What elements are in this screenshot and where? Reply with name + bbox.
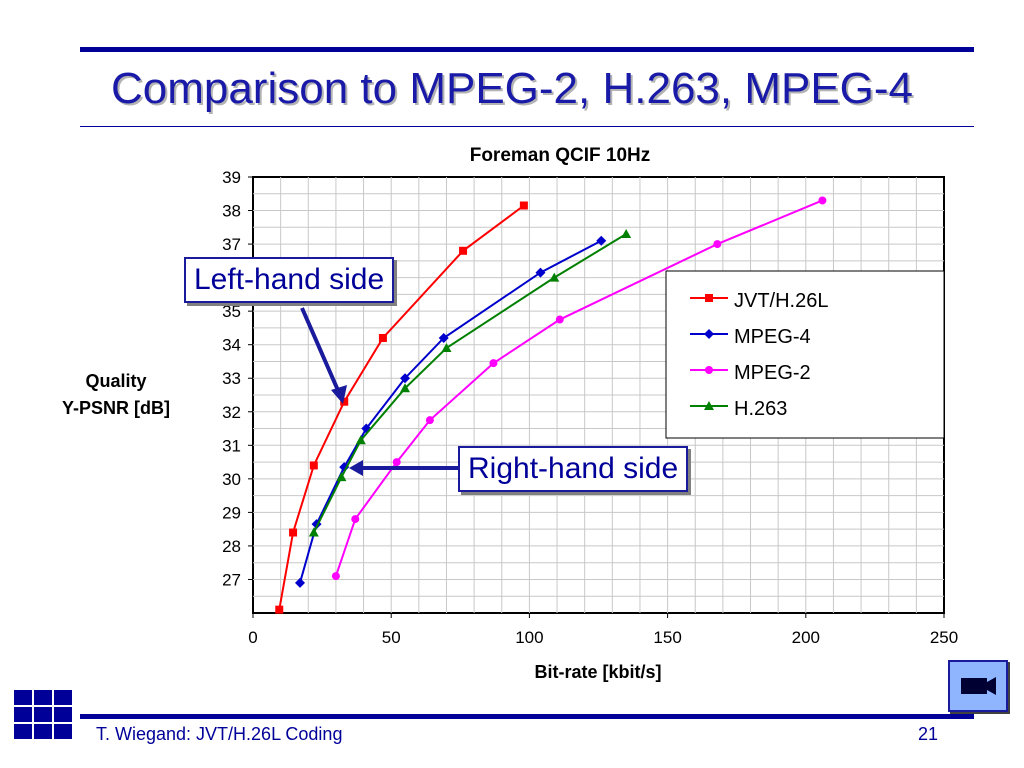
y-axis-label-line-1: Quality: [85, 371, 146, 391]
legend-marker-mpeg-2: [705, 366, 713, 374]
x-axis-label: Bit-rate [kbit/s]: [534, 662, 661, 682]
legend-label-h-263: H.263: [734, 398, 787, 420]
y-axis-label-line-2: Y-PSNR [dB]: [62, 398, 170, 418]
callout-arrows: [300, 307, 458, 476]
legend-marker-mpeg-4: [704, 329, 714, 339]
y-tick-label: 37: [222, 235, 241, 254]
left-callout-arrowhead: [331, 385, 347, 404]
y-tick-label: 39: [222, 168, 241, 187]
data-point-jvt-h-26l: [378, 333, 387, 342]
y-tick-label: 28: [222, 537, 241, 556]
data-point-jvt-h-26l: [459, 246, 468, 255]
grid-logo-icon: [14, 690, 72, 739]
x-tick-label: 150: [653, 628, 681, 647]
data-point-jvt-h-26l: [275, 605, 284, 614]
y-tick-label: 33: [222, 369, 241, 388]
y-tick-label: 30: [222, 470, 241, 489]
y-tick-label: 27: [222, 570, 241, 589]
legend-label-jvt-h-26l: JVT/H.26L: [734, 290, 828, 312]
title-underline: [80, 126, 974, 127]
footer-text: T. Wiegand: JVT/H.26L Coding: [96, 724, 343, 744]
data-point-mpeg-2: [713, 240, 722, 249]
series-jvt-h-26l: [275, 201, 528, 614]
video-play-button[interactable]: [948, 660, 1008, 712]
top-rule: [80, 47, 974, 52]
data-point-h-263: [549, 272, 560, 282]
x-tick-label: 250: [930, 628, 958, 647]
y-tick-label: 38: [222, 202, 241, 221]
data-point-h-263: [400, 383, 411, 393]
data-point-mpeg-4: [596, 235, 607, 246]
legend-label-mpeg-4: MPEG-4: [734, 326, 811, 348]
slide-title: Comparison to MPEG-2, H.263, MPEG-4: [110, 64, 914, 113]
legend-label-mpeg-2: MPEG-2: [734, 362, 811, 384]
legend-marker-h-263: [704, 401, 714, 410]
series-line-mpeg-2: [334, 199, 823, 577]
series-mpeg-4: [294, 235, 607, 588]
x-tick-label: 50: [382, 628, 401, 647]
right-hand-side-callout: Right-hand side: [458, 446, 689, 492]
data-point-mpeg-4: [535, 267, 546, 278]
left-hand-side-callout: Left-hand side: [184, 257, 395, 303]
video-camera-icon: [961, 677, 996, 695]
series-layer: [275, 196, 827, 614]
legend-marker-jvt-h-26l: [705, 294, 713, 302]
y-tick-label: 32: [222, 403, 241, 422]
left-callout-arrow: [300, 307, 342, 396]
data-point-mpeg-2: [425, 416, 434, 425]
data-point-mpeg-2: [392, 458, 401, 467]
data-point-h-263: [355, 435, 366, 445]
y-tick-label: 35: [222, 302, 241, 321]
data-point-h-263: [308, 527, 319, 537]
data-point-mpeg-4: [438, 332, 449, 343]
footer-rule: [80, 714, 974, 719]
series-mpeg-2: [331, 196, 827, 581]
y-tick-label: 29: [222, 503, 241, 522]
y-tick-label: 31: [222, 436, 241, 455]
data-point-mpeg-2: [351, 515, 360, 524]
x-tick-label: 200: [792, 628, 820, 647]
page-number: 21: [917, 724, 938, 744]
data-point-jvt-h-26l: [519, 201, 528, 210]
right-callout-arrowhead: [349, 460, 363, 476]
data-point-mpeg-2: [489, 359, 498, 368]
data-point-mpeg-4: [400, 373, 411, 384]
data-point-jvt-h-26l: [289, 528, 298, 537]
data-point-jvt-h-26l: [340, 397, 349, 406]
data-point-mpeg-4: [294, 577, 305, 588]
data-point-mpeg-4: [339, 462, 350, 473]
data-point-mpeg-2: [555, 315, 564, 324]
series-h-263: [308, 229, 632, 537]
data-point-mpeg-2: [818, 196, 827, 205]
legend: JVT/H.26L MPEG-4 MPEG-2 H.263: [665, 270, 945, 439]
series-line-mpeg-4: [299, 239, 602, 584]
x-tick-label: 100: [515, 628, 543, 647]
data-point-h-263: [336, 472, 347, 482]
x-tick-label: 0: [248, 628, 257, 647]
chart-title: Foreman QCIF 10Hz: [470, 145, 651, 166]
data-point-h-263: [621, 229, 632, 239]
data-point-mpeg-2: [331, 572, 340, 581]
data-point-h-263: [441, 343, 452, 353]
y-tick-label: 34: [222, 336, 241, 355]
data-point-jvt-h-26l: [309, 461, 318, 470]
